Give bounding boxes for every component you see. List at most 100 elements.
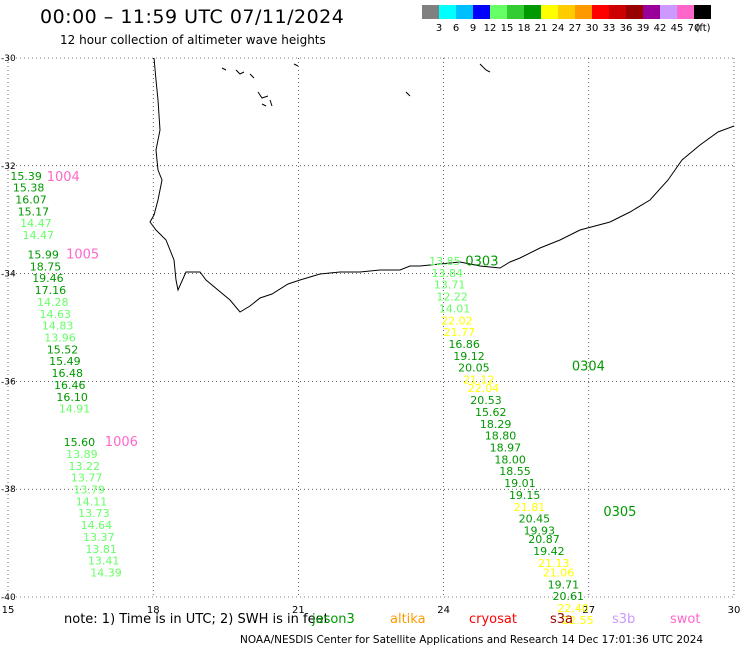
color-swatch <box>609 5 626 19</box>
satellite-name: jason3 <box>312 612 355 627</box>
color-swatch <box>575 5 592 19</box>
wave-height-value: 13.85 <box>429 255 461 268</box>
color-swatch <box>558 5 575 19</box>
wave-height-value: 13.77 <box>71 472 103 485</box>
footer-note: note: 1) Time is in UTC; 2) SWH is in fe… <box>64 612 700 627</box>
satellite-name: s3b <box>612 612 636 627</box>
track-id-label: 0304 <box>572 360 605 375</box>
wave-height-value: 15.49 <box>49 355 81 368</box>
color-swatch <box>677 5 694 19</box>
island-cluster <box>221 63 491 107</box>
axis-tick-labels: 15 18 21 24 27 30 -30 -32 -34 -36 -38 -40 <box>1 54 740 616</box>
color-swatch <box>439 5 456 19</box>
color-swatch <box>694 5 711 19</box>
wave-height-value: 15.99 <box>27 249 59 262</box>
wave-height-value: 14.91 <box>59 403 91 416</box>
lat-tick-label: -38 <box>1 485 16 495</box>
wave-height-value: 13.73 <box>78 507 110 520</box>
wave-height-value: 14.47 <box>20 217 51 230</box>
wave-height-value: 22.04 <box>468 382 500 395</box>
wave-height-value: 19.15 <box>509 489 541 502</box>
color-tick-label: 70 <box>688 23 701 34</box>
color-tick-label: 12 <box>484 23 497 34</box>
color-swatch <box>626 5 643 19</box>
color-swatch <box>456 5 473 19</box>
lat-lon-grid <box>7 57 735 598</box>
lat-tick-label: -40 <box>1 593 16 603</box>
satellite-name: cryosat <box>469 612 517 627</box>
lon-tick-label: 15 <box>2 605 15 616</box>
map-subtitle: 12 hour collection of altimeter wave hei… <box>60 33 326 47</box>
color-tick-label: 24 <box>552 23 565 34</box>
color-tick-label: 15 <box>501 23 514 34</box>
color-swatch <box>541 5 558 19</box>
wave-height-value: 20.45 <box>519 513 551 526</box>
wave-height-value: 16.07 <box>15 194 47 207</box>
wave-height-value: 13.89 <box>66 448 98 461</box>
color-swatch <box>422 5 439 19</box>
wave-height-value: 16.48 <box>52 367 83 380</box>
wave-height-value: 15.38 <box>13 182 45 195</box>
wave-height-value: 14.64 <box>81 519 113 532</box>
coastline <box>149 57 735 313</box>
wave-height-value: 16.46 <box>54 379 85 392</box>
wave-height-value: 15.62 <box>475 406 507 419</box>
track-labels: 1004 1005 1006 0303 0304 0305 <box>47 170 637 520</box>
wave-height-value: 15.60 <box>64 436 96 449</box>
color-tick-label: 3 <box>436 23 442 34</box>
wave-height-value: 21.12 <box>463 374 495 387</box>
color-swatch <box>490 5 507 19</box>
lat-tick-label: -30 <box>1 54 16 64</box>
wave-height-value: 20.87 <box>528 533 560 546</box>
color-tick-label: 18 <box>518 23 531 34</box>
wave-height-value: 16.86 <box>448 338 480 351</box>
wave-height-value: 20.61 <box>553 590 585 603</box>
color-tick-label: 39 <box>637 23 650 34</box>
wave-height-value: 21.06 <box>543 567 575 580</box>
wave-height-value: 18.29 <box>480 418 512 431</box>
track-id-label: 1006 <box>105 435 138 450</box>
wave-height-value: 15.52 <box>47 343 79 356</box>
wave-height-value: 21.13 <box>538 557 570 570</box>
wave-height-value: 19.42 <box>533 545 565 558</box>
color-tick-label: 42 <box>654 23 667 34</box>
color-tick-label: 30 <box>586 23 599 34</box>
wave-height-value: 14.11 <box>76 495 108 508</box>
wave-height-value: 16.10 <box>56 391 88 404</box>
lat-tick-label: -36 <box>1 377 16 387</box>
wave-height-value: 21.81 <box>514 501 546 514</box>
satellite-name: swot <box>670 612 701 627</box>
track-id-label: 0305 <box>603 505 636 520</box>
wave-height-value: 15.39 <box>10 170 41 183</box>
wave-height-value: 19.93 <box>523 524 555 537</box>
map-title: 00:00 – 11:59 UTC 07/11/2024 <box>40 6 345 28</box>
color-swatch <box>524 5 541 19</box>
wave-height-value: 13.22 <box>69 460 101 473</box>
wave-height-value: 19.01 <box>504 477 535 490</box>
color-tick-label: 36 <box>620 23 633 34</box>
wave-height-value: 18.55 <box>499 465 531 478</box>
wave-height-value: 20.05 <box>458 362 490 375</box>
wave-height-value: 18.75 <box>30 260 61 273</box>
color-swatch <box>660 5 677 19</box>
note-text: note: 1) Time is in UTC; 2) SWH is in fe… <box>64 612 329 627</box>
satellite-name: altika <box>390 612 426 627</box>
wave-height-value: 19.71 <box>548 578 580 591</box>
wave-height-value: 21.77 <box>444 326 476 339</box>
wave-height-value: 13.81 <box>85 543 117 556</box>
lon-tick-label: 30 <box>728 605 740 616</box>
wave-height-value: 14.47 <box>23 229 55 242</box>
wave-height-value: 14.83 <box>42 320 74 333</box>
lon-tick-label: 24 <box>437 605 450 616</box>
wave-height-value: 13.41 <box>88 555 120 568</box>
color-unit-label: (ft) <box>695 23 710 34</box>
lon-tick-label: 21 <box>292 605 305 616</box>
south-africa-coastline <box>149 57 735 313</box>
wave-height-value: 14.39 <box>90 567 122 580</box>
lat-tick-label: -32 <box>1 162 16 172</box>
color-tick-label: 6 <box>453 23 459 34</box>
wave-height-value: 14.28 <box>37 296 69 309</box>
lat-tick-label: -34 <box>1 270 16 280</box>
color-scale-legend: 3 6 9 12 15 18 21 24 27 30 33 36 39 42 45 70(ft) <box>422 5 711 34</box>
